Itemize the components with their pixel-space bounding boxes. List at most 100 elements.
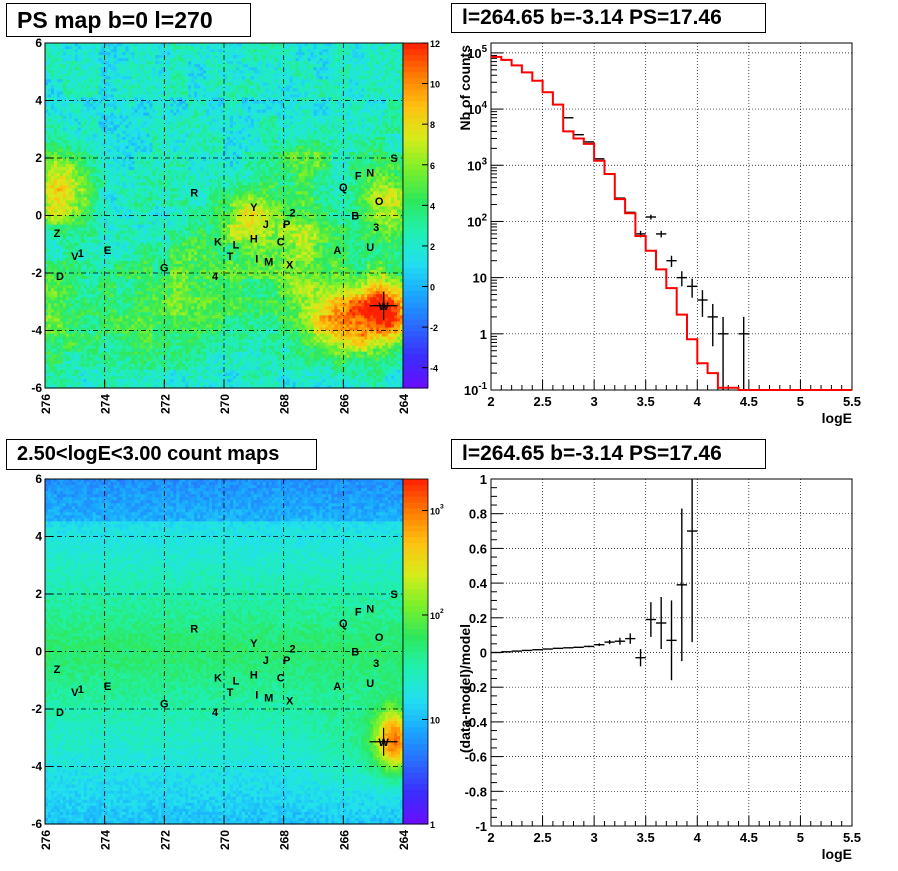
source-label: X — [286, 695, 294, 707]
x-tick-label: 5.5 — [843, 830, 861, 845]
x-tick-label: 3 — [591, 394, 598, 409]
y-tick-label: -6 — [31, 817, 42, 831]
x-tick-label: 272 — [158, 830, 172, 850]
x-tick-label: 276 — [39, 830, 53, 850]
x-tick-label: 268 — [278, 830, 292, 850]
x-tick-label: 264 — [397, 830, 411, 850]
source-label: 1 — [78, 248, 84, 260]
colorbar-step — [403, 152, 428, 159]
ps-grid — [45, 43, 403, 388]
x-tick-label: 4 — [694, 830, 702, 845]
source-label: E — [104, 245, 111, 257]
colorbar-step — [403, 525, 428, 532]
ps-map-panel: 276 274 272 270 268 266 264-6-4-20246SNFQOB3UA… — [31, 36, 440, 414]
y-tick-label: 1 — [480, 327, 487, 342]
colorbar-tick-label: 4 — [430, 201, 435, 211]
colorbar-step — [403, 330, 428, 337]
source-label: U — [366, 678, 374, 690]
colorbar-tick-label: 8 — [430, 120, 435, 130]
source-label: A — [333, 681, 341, 693]
colorbar-step — [403, 582, 428, 589]
colorbar-step — [403, 513, 428, 520]
x-tick-label: 2.5 — [534, 830, 552, 845]
colorbar-step — [403, 255, 428, 263]
colorbar-step — [403, 674, 428, 681]
colorbar-step — [403, 778, 428, 785]
colorbar-step — [403, 267, 428, 274]
x-tick-label: 4 — [694, 394, 702, 409]
spectrum-title: l=264.65 b=-3.14 PS=17.46 — [451, 3, 766, 33]
source-label: F — [355, 170, 362, 182]
colorbar-frame — [402, 478, 429, 825]
source-label: B — [351, 211, 359, 223]
colorbar-step — [403, 117, 428, 125]
colorbar-step — [403, 261, 428, 268]
ps-colorbar: 12 10 8 6 4 2 0 -2 -4 — [402, 39, 440, 389]
y-axis-label: Nb of counts — [457, 45, 473, 131]
colorbar-tick-label: 10 — [430, 80, 440, 90]
source-label: A — [333, 245, 341, 257]
x-tick-label: 270 — [218, 830, 232, 850]
colorbar-step — [403, 43, 428, 50]
y-tick-label: -4 — [31, 324, 42, 338]
source-label: 2 — [290, 644, 296, 656]
y-tick-label: 0.2 — [469, 611, 487, 626]
colorbar-step — [403, 313, 428, 320]
colorbar-step — [403, 324, 428, 332]
x-tick-label: 4.5 — [740, 394, 758, 409]
colorbar-step — [403, 221, 428, 228]
y-tick-label: -2 — [31, 702, 42, 716]
source-label: Z — [54, 228, 61, 240]
colorbar-step — [403, 278, 428, 286]
y-tick-label: 6 — [35, 36, 42, 50]
colorbar-step — [403, 89, 428, 96]
colorbar-step — [403, 169, 428, 176]
source-label: 1 — [78, 684, 84, 696]
source-label: J — [263, 219, 269, 231]
residual-points — [491, 479, 698, 681]
colorbar-step — [403, 801, 428, 808]
x-tick-label: 264 — [397, 394, 411, 414]
colorbar-step — [403, 94, 428, 102]
colorbar-frame — [402, 42, 429, 389]
colorbar-tick-label: 103 — [430, 503, 444, 516]
colorbar-step — [403, 192, 428, 199]
colorbar-step — [403, 663, 428, 670]
x-tick-label: 3.5 — [637, 394, 655, 409]
spectrum-frame — [490, 42, 853, 391]
colorbar-step — [403, 244, 428, 251]
colorbar-step — [403, 146, 428, 153]
y-tick-label: 0.4 — [469, 576, 488, 591]
source-label: 4 — [212, 707, 219, 719]
x-tick-label: 270 — [218, 394, 232, 414]
source-label: K — [214, 236, 222, 248]
y-tick-label: -1 — [475, 819, 487, 834]
source-label: 4 — [212, 271, 219, 283]
colorbar-step — [403, 680, 428, 687]
source-label: P — [283, 655, 290, 667]
count-map-title: 2.50<logE<3.00 count maps — [6, 439, 317, 470]
y-tick-label: 10-1 — [464, 381, 488, 398]
colorbar-step — [403, 720, 428, 727]
colorbar-step — [403, 651, 428, 658]
colorbar-step — [403, 54, 428, 61]
source-label: Q — [339, 618, 348, 630]
y-tick-label: 0 — [35, 209, 42, 223]
x-tick-label: 2 — [487, 394, 494, 409]
colorbar-step — [403, 204, 428, 211]
y-tick-label: 6 — [35, 472, 42, 486]
colorbar-step — [403, 749, 428, 756]
y-tick-label: -0.2 — [465, 680, 487, 695]
colorbar-step — [403, 571, 428, 578]
colorbar-step — [403, 755, 428, 762]
colorbar-step — [403, 106, 428, 113]
source-label: K — [214, 672, 222, 684]
spectrum-panel: 2 2.5 3 3.5 4 4.5 5 5.510510410310210110-1logEN… — [457, 42, 861, 426]
colorbar-step — [403, 789, 428, 796]
y-tick-label: 4 — [35, 530, 42, 544]
colorbar-step — [403, 640, 428, 647]
colorbar-step — [403, 158, 428, 165]
y-tick-label: 2 — [35, 151, 42, 165]
y-tick-label: -6 — [31, 381, 42, 395]
x-tick-label: 2.5 — [534, 394, 552, 409]
